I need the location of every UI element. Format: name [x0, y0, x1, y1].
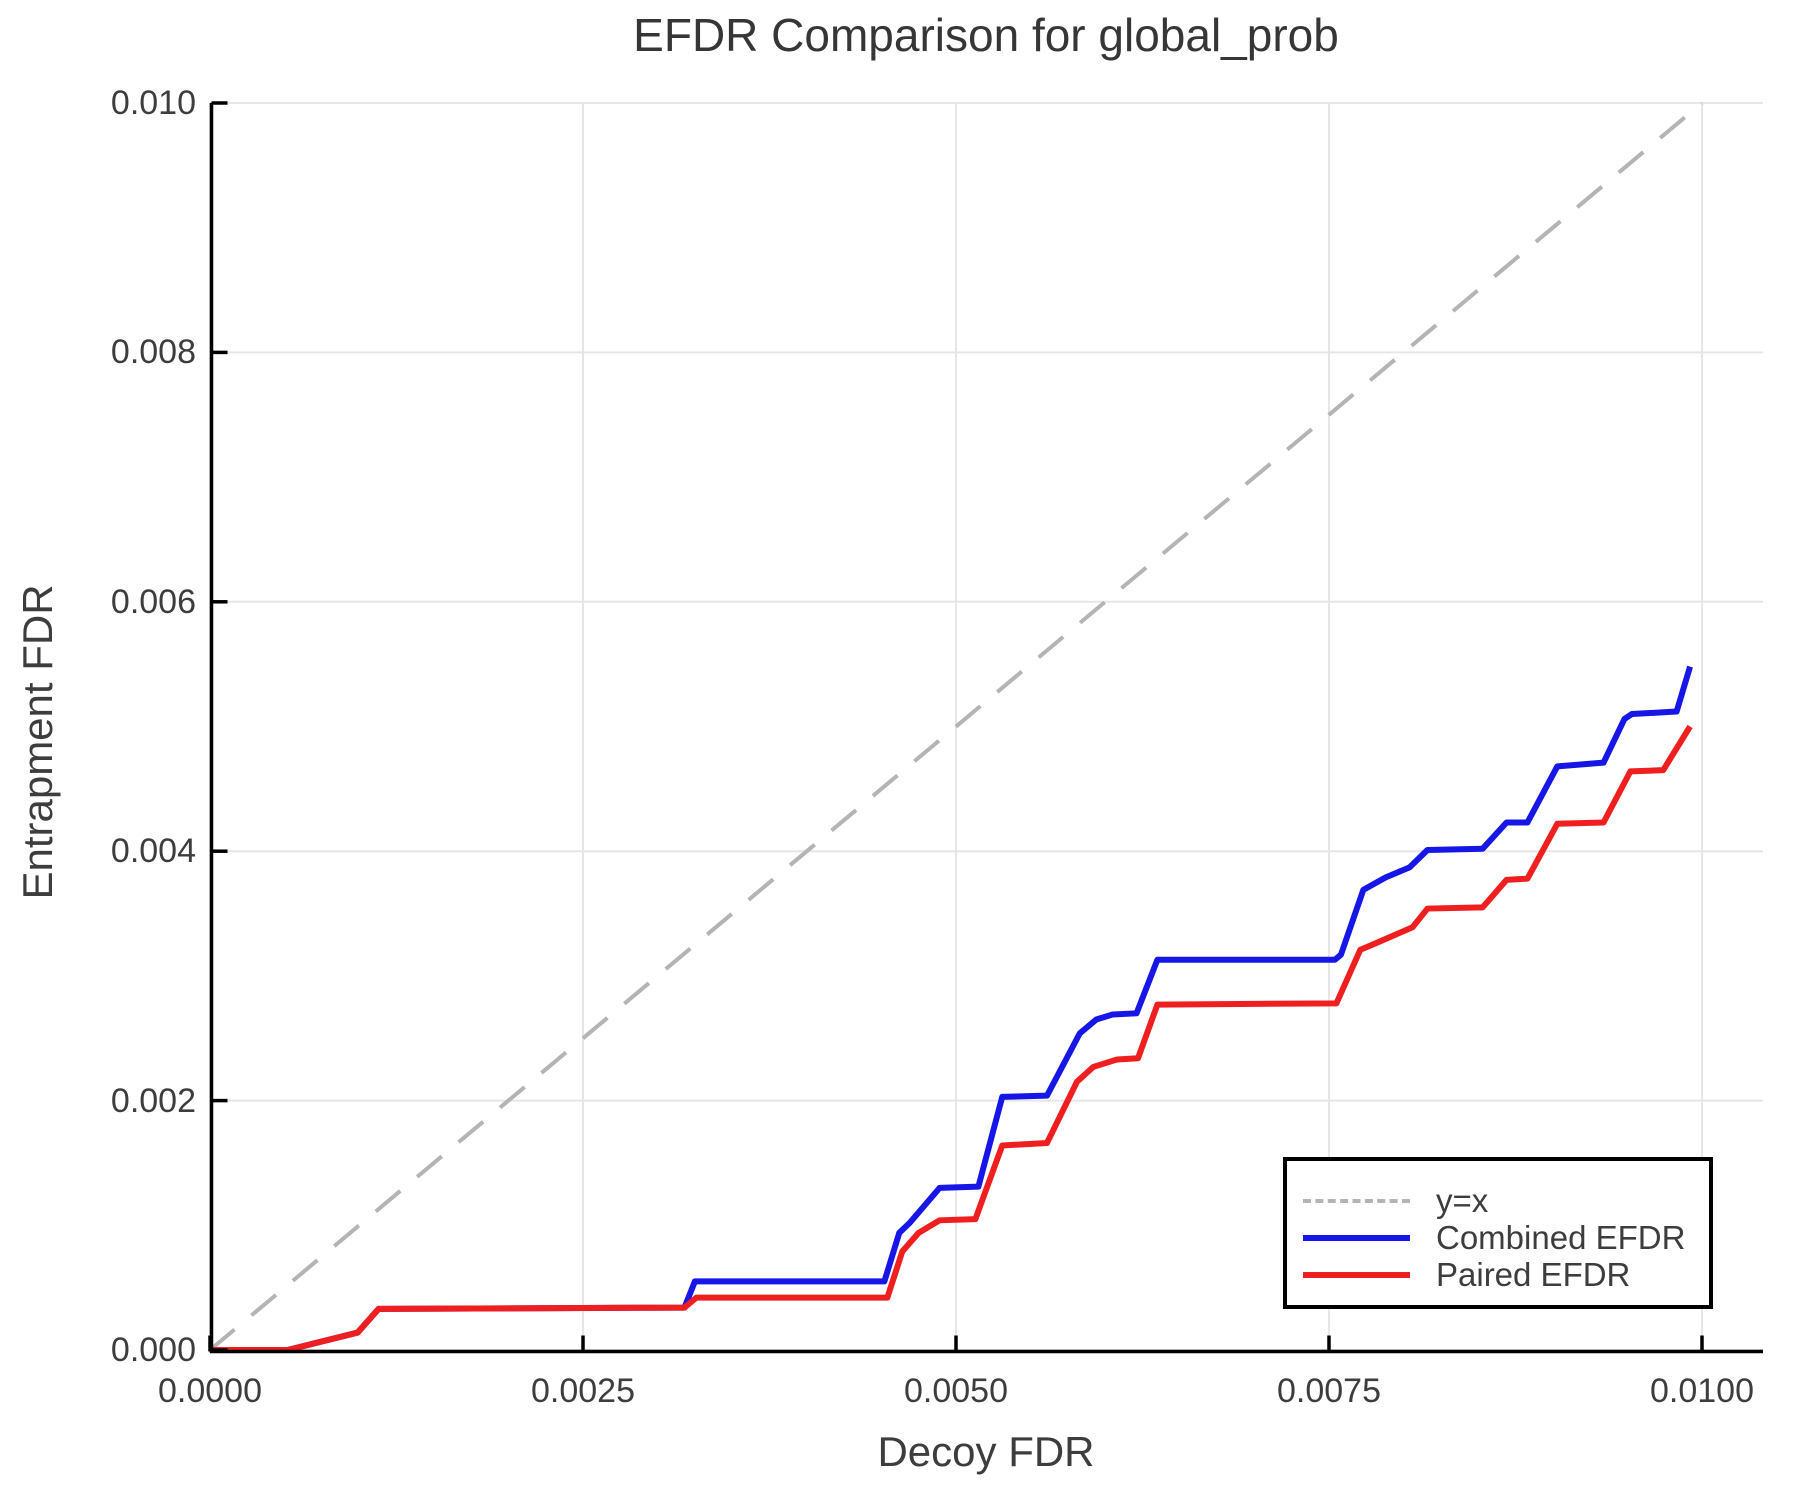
y-tick-label: 0.004 [110, 832, 196, 871]
x-tick-label: 0.0075 [1277, 1372, 1381, 1410]
chart-title: EFDR Comparison for global_prob [633, 9, 1339, 61]
x-axis-label: Decoy FDR [877, 1428, 1095, 1475]
legend-item-paired: Paired EFDR [1287, 1255, 1709, 1295]
combined-efdr-line [210, 665, 1693, 1353]
y-tick-label: 0.006 [110, 582, 196, 621]
y-tick-label: 0.010 [110, 84, 196, 122]
y-tick-label: 0.000 [110, 1331, 196, 1369]
legend-line-sample-identity [1303, 1199, 1410, 1203]
y-tick-label: 0.002 [110, 1081, 196, 1120]
legend-line-sample-paired [1303, 1272, 1410, 1278]
legend-item-identity: y=x [1287, 1181, 1709, 1221]
x-tick-label: 0.0000 [158, 1372, 262, 1410]
legend-label-identity: y=x [1436, 1182, 1489, 1219]
y-tick-label: 0.008 [110, 333, 196, 372]
legend: y=x Combined EFDR Paired EFDR [1283, 1157, 1713, 1309]
x-tick-label: 0.0025 [531, 1372, 635, 1410]
identity-line [208, 101, 1704, 1352]
legend-item-combined: Combined EFDR [1287, 1218, 1709, 1258]
legend-label-paired: Paired EFDR [1436, 1256, 1631, 1293]
legend-line-sample-combined [1303, 1235, 1410, 1241]
legend-label-combined: Combined EFDR [1436, 1219, 1686, 1256]
x-tick-label: 0.0100 [1650, 1372, 1754, 1410]
paired-efdr-line [210, 724, 1693, 1353]
x-tick-label: 0.0050 [904, 1372, 1008, 1410]
